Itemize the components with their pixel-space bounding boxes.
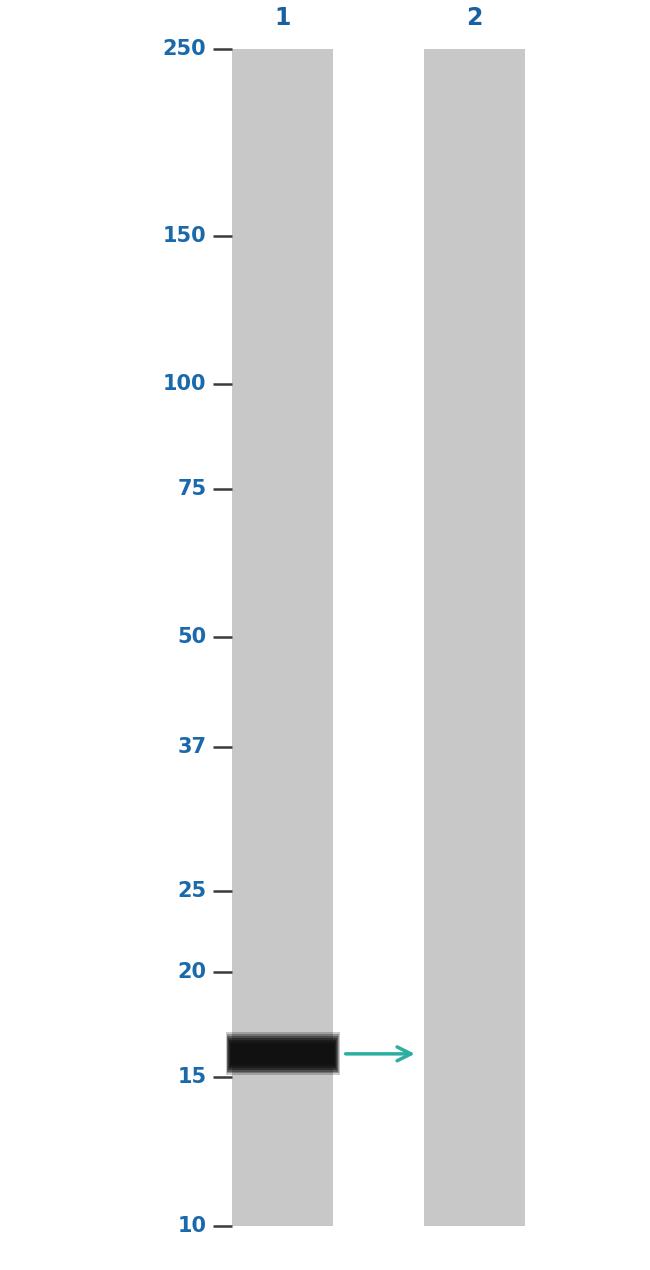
- Text: 2: 2: [466, 6, 483, 29]
- Bar: [424, 48, 525, 1226]
- Text: 1: 1: [274, 6, 291, 29]
- Bar: [229, 1040, 336, 1068]
- Text: 20: 20: [177, 963, 207, 982]
- Text: 150: 150: [162, 226, 207, 245]
- Bar: [233, 48, 333, 1226]
- Text: 10: 10: [177, 1215, 207, 1236]
- Text: 75: 75: [177, 479, 207, 499]
- Text: 15: 15: [177, 1068, 207, 1087]
- Bar: [233, 1045, 333, 1062]
- Bar: [231, 1044, 334, 1064]
- Bar: [227, 1036, 338, 1072]
- Bar: [229, 1038, 337, 1069]
- Text: 25: 25: [177, 880, 207, 900]
- Text: 37: 37: [177, 738, 207, 757]
- Text: 50: 50: [177, 627, 207, 648]
- Bar: [226, 1034, 339, 1073]
- Text: 250: 250: [162, 39, 207, 58]
- Text: 100: 100: [163, 373, 207, 394]
- Bar: [230, 1041, 335, 1066]
- Bar: [226, 1033, 340, 1076]
